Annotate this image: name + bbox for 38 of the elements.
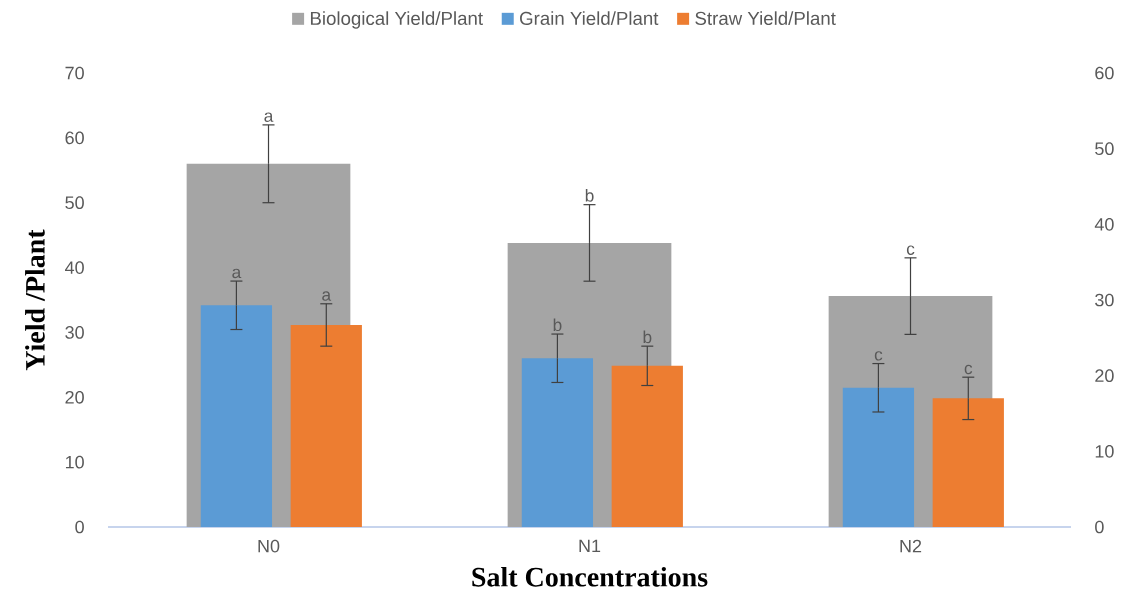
data-label: b [643, 330, 652, 344]
data-label: c [874, 351, 883, 361]
data-label: a [322, 291, 332, 301]
x-tick-label: N2 [900, 539, 922, 553]
y2-tick-label: 50 [1095, 142, 1114, 156]
data-label: c [906, 245, 915, 255]
y-tick-label: 70 [65, 66, 84, 80]
data-label: b [585, 188, 594, 202]
y2-tick-label: 60 [1095, 66, 1114, 80]
y2-tick-label: 10 [1095, 444, 1114, 458]
legend-label: Grain Yield/Plant [520, 11, 659, 26]
data-label: a [232, 268, 242, 279]
y-axis-title: Yield /Plant [25, 229, 45, 371]
x-axis-title: Salt Concentrations [472, 566, 708, 587]
x-tick-label: N0 [258, 539, 280, 553]
data-label: b [553, 318, 562, 332]
y-tick-label: 40 [65, 261, 84, 274]
y-tick-label: 60 [65, 131, 84, 145]
y2-tick-label: 20 [1095, 369, 1114, 383]
data-label: c [964, 364, 973, 375]
y-tick-label: 50 [65, 196, 84, 210]
bar [521, 358, 594, 527]
bar [842, 387, 915, 527]
y-tick-label: 30 [65, 326, 84, 339]
bar [290, 324, 362, 527]
y-tick-label: 20 [65, 390, 84, 404]
y2-tick-label: 30 [1095, 293, 1114, 307]
x-tick-label: N1 [579, 539, 601, 553]
bar [200, 305, 273, 527]
y-tick-label: 0 [75, 520, 84, 534]
bar [932, 398, 1004, 527]
y2-tick-label: 0 [1095, 520, 1104, 534]
bar [611, 365, 683, 527]
y2-tick-label: 40 [1094, 217, 1114, 231]
y-tick-label: 10 [65, 455, 84, 469]
legend-label: Straw Yield/Plant [695, 11, 836, 26]
legend-label: Biological Yield/Plant [310, 11, 483, 29]
data-label: a [264, 112, 274, 122]
